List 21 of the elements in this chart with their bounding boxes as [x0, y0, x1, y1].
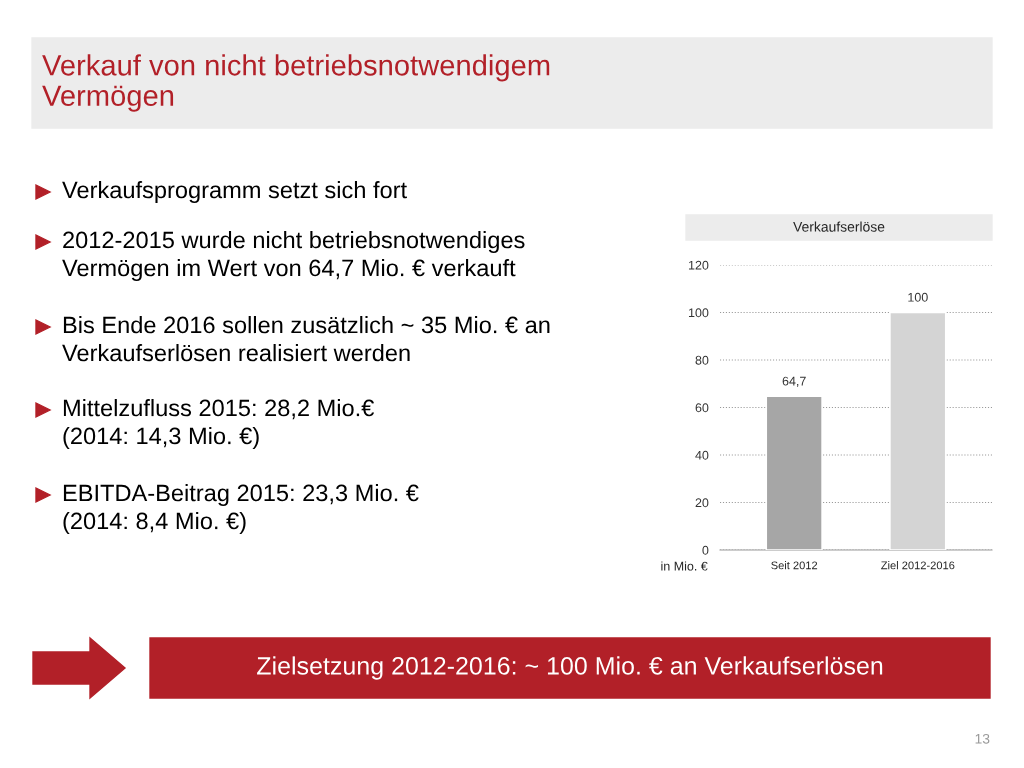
y-tick-label: 100: [688, 308, 709, 318]
x-tick-label: Ziel 2012-2016: [881, 561, 955, 570]
text: Bis Ende 2016 sollen zusätzlich ~ 35 Mio. € an Verkaufserlösen realisiert werden: [62, 316, 550, 362]
text: 13: [975, 733, 990, 744]
y-tick-label: 20: [695, 498, 709, 508]
data-label: 100: [908, 292, 928, 302]
y-tick-label: 0: [702, 545, 709, 555]
y-tick-label: 120: [688, 260, 709, 270]
text: Verkauf von nicht betriebsnotwendigem Vermögen: [42, 54, 550, 112]
y-tick-label: 60: [695, 403, 709, 413]
y-tick-label: 80: [695, 355, 709, 365]
chart-title: Verkaufserlöse: [793, 221, 885, 232]
text: Verkaufsprogramm setzt sich fort: [62, 180, 407, 203]
text: Mittelzufluss 2015: 28,2 Mio.€ (2014: 14,3 Mio. €): [63, 399, 375, 449]
x-tick-label: Seit 2012: [771, 561, 818, 570]
text: Zielsetzung 2012-2016: ~ 100 Mio. € an Verkaufserlösen: [257, 656, 883, 680]
data-label: 64,7: [782, 376, 806, 388]
y-axis-title: in Mio. €: [661, 561, 708, 571]
text: 2012-2015 wurde nicht betriebsnotwendiges Vermögen im Wert von 64,7 Mio. € verkauft: [62, 231, 525, 281]
y-tick-label: 40: [695, 450, 709, 460]
text: EBITDA-Beitrag 2015: 23,3 Mio. € (2014: 8,4 Mio. €): [63, 484, 419, 534]
